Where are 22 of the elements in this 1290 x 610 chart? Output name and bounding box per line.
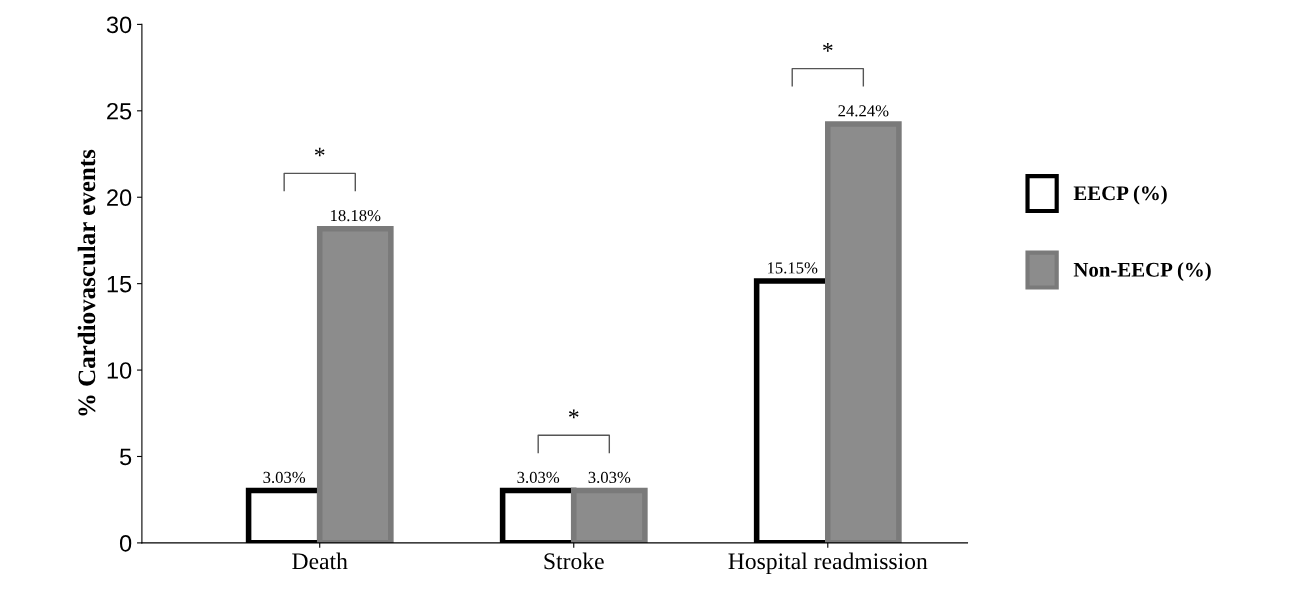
data-label: 3.03% bbox=[263, 471, 306, 484]
legend-label: Non-EECP (%) bbox=[1073, 262, 1211, 282]
y-tick-label: 0 bbox=[119, 534, 132, 552]
y-tick-label: 5 bbox=[119, 448, 132, 466]
data-label: 24.24% bbox=[838, 105, 889, 117]
data-label: 3.03% bbox=[517, 471, 560, 484]
data-label: 3.03% bbox=[588, 471, 631, 484]
y-tick-label: 10 bbox=[107, 362, 132, 379]
legend-label: EECP (%) bbox=[1073, 185, 1167, 205]
annotation: * bbox=[314, 147, 325, 157]
y-axis-title: % Cardiovascular events bbox=[77, 149, 96, 416]
y-tick-label: 20 bbox=[107, 189, 132, 207]
x-tick-label: Stroke bbox=[544, 552, 604, 570]
annotation: * bbox=[823, 42, 833, 52]
x-tick-label: Hospital readmission bbox=[728, 552, 928, 575]
data-label: 18.18% bbox=[331, 209, 381, 222]
y-tick-label: 25 bbox=[107, 102, 132, 120]
annotation: * bbox=[569, 409, 579, 419]
y-tick-label: 30 bbox=[106, 16, 132, 34]
x-tick-label: Death bbox=[292, 552, 348, 570]
y-tick-label: 15 bbox=[107, 275, 132, 293]
data-label: 15.15% bbox=[767, 262, 818, 274]
